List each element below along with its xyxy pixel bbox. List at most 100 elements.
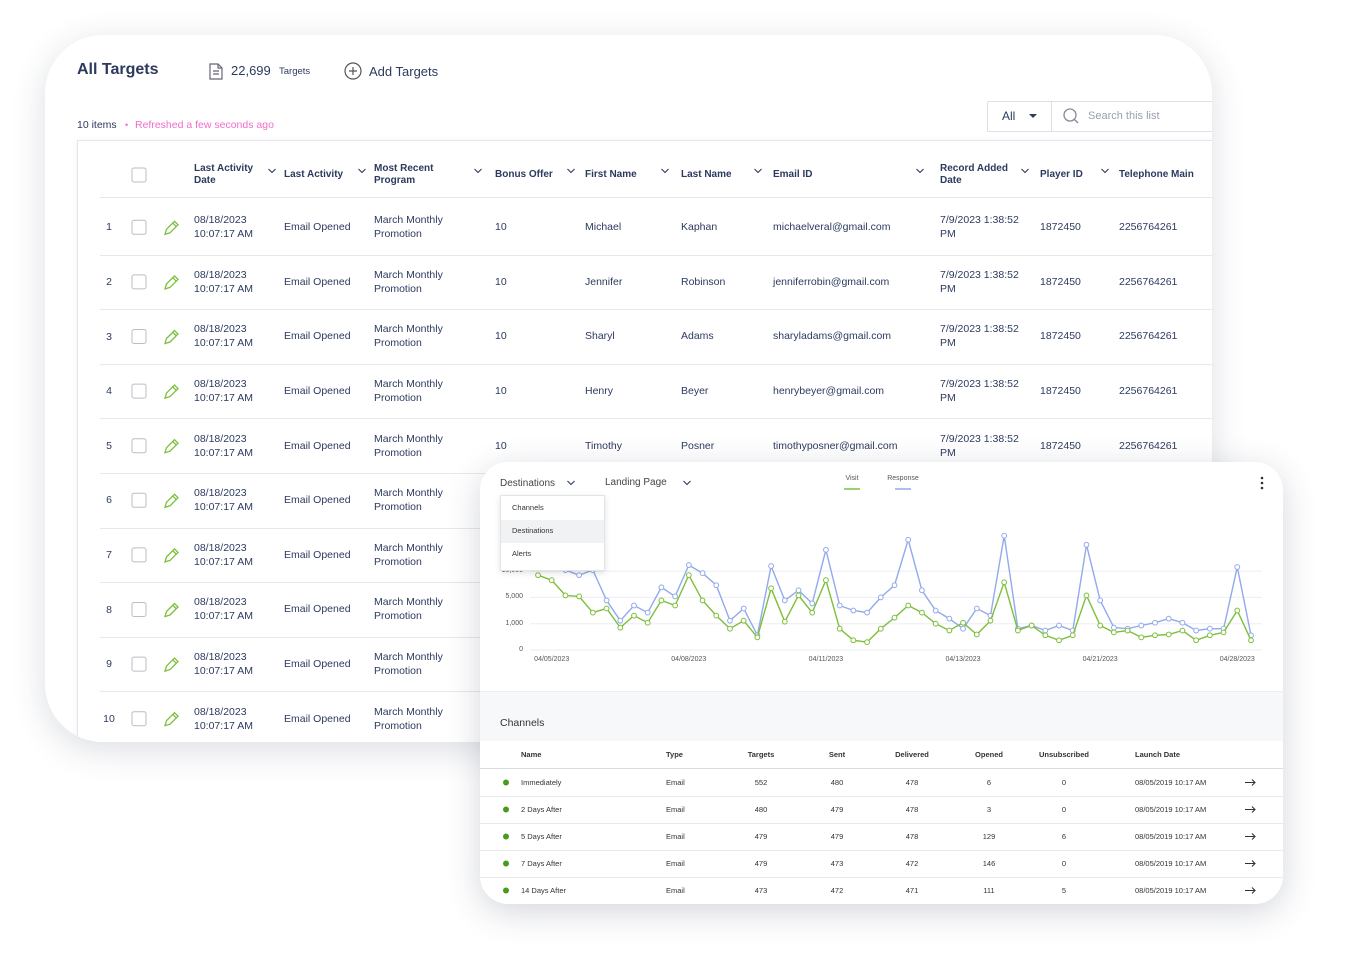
edit-icon[interactable] [164,329,179,345]
table-cell: Posner [681,439,715,452]
data-point [685,572,692,579]
edit-icon[interactable] [164,220,179,236]
channel-cell: Email [666,831,685,841]
data-point [768,563,774,569]
column-header[interactable]: Most Recent Program [374,163,434,186]
menu-item[interactable]: Destinations [512,526,554,535]
table-cell: 10 [495,330,507,343]
row-checkbox[interactable] [131,219,147,235]
data-point [960,625,966,632]
kebab-dot[interactable] [1260,486,1264,490]
row-checkbox[interactable] [131,492,147,508]
column-header[interactable]: Record Added Date [940,163,1008,186]
column-header[interactable]: Last Activity [284,169,344,180]
document-icon [209,63,223,80]
data-point [795,587,802,594]
status-dot [503,833,509,840]
data-point [1042,632,1049,639]
row-checkbox[interactable] [131,711,147,727]
row-arrow[interactable] [1245,887,1256,894]
table-cell: Email Opened [284,603,351,616]
filter-dropdown[interactable] [987,101,1052,132]
kebab-dot[interactable] [1260,481,1264,485]
data-point [973,631,980,638]
data-point [768,585,774,592]
y-tick-label: 0 [519,646,523,653]
table-cell: Adams [681,330,714,343]
column-header[interactable]: Bonus Offer [495,169,553,180]
data-point [1193,627,1200,634]
kebab-dot[interactable] [1260,476,1264,480]
column-header[interactable]: Player ID [1040,169,1083,180]
legend-label: Response [887,475,919,482]
targets-card: All Targets 22,699 Targets Add Targets 10 it… [45,35,1212,742]
edit-icon[interactable] [164,384,179,400]
edit-icon[interactable] [164,493,179,509]
select-all-checkbox[interactable] [131,167,147,183]
data-point [1015,627,1021,634]
row-checkbox[interactable] [131,438,147,454]
row-number: 3 [106,330,112,343]
column-header[interactable]: First Name [585,169,637,180]
analytics-panel-content: Destinations Landing Page Visit Response 0 1,… [480,462,1283,904]
row-arrow[interactable] [1245,833,1256,840]
channel-cell: 08/05/2019 10:17 AM [1135,804,1207,814]
legend-label: Visit [845,475,859,482]
edit-icon[interactable] [164,711,179,727]
data-point [877,625,884,632]
edit-icon[interactable] [164,602,179,618]
table-cell: 10 [495,221,507,234]
data-point [699,597,706,604]
data-point [1001,532,1008,539]
data-point [864,639,870,646]
edit-icon[interactable] [164,274,179,290]
row-arrow[interactable] [1245,806,1256,813]
edit-icon[interactable] [164,657,179,673]
row-checkbox[interactable] [131,329,147,344]
row-arrow[interactable] [1245,779,1256,786]
dropdown[interactable]: Destinations [500,478,556,489]
data-point [1179,627,1186,634]
status-dot [503,779,509,786]
row-checkbox[interactable] [131,547,147,563]
search-box[interactable] [1051,101,1212,132]
table-cell: Email Opened [284,275,351,288]
data-point [727,617,733,624]
row-arrow[interactable] [1245,860,1256,867]
row-checkbox[interactable] [131,656,147,672]
y-tick-label: 5,000 [505,593,523,601]
row-checkbox[interactable] [131,602,147,617]
dropdown[interactable]: Landing Page [605,477,667,488]
header-divider [100,197,1212,198]
menu-item[interactable]: Channels [512,503,544,512]
row-number: 10 [103,712,115,725]
column-header[interactable]: Email ID [773,169,813,180]
data-point [905,536,912,543]
data-point [672,593,679,600]
table-cell: March Monthly Promotion [374,487,443,514]
add-targets-button[interactable]: Add Targets [369,64,439,79]
channel-cell: 473 [754,885,768,895]
table-cell: Henry [585,385,614,398]
edit-icon[interactable] [164,547,179,563]
row-checkbox[interactable] [131,274,147,290]
dropdown-caret [683,480,691,486]
table-cell: michaelveral@gmail.com [773,221,891,234]
menu-item[interactable]: Alerts [512,549,532,558]
channel-cell: 08/05/2019 10:17 AM [1135,777,1207,787]
data-point [699,570,706,576]
data-point [1220,629,1227,636]
analytics-panel: Destinations Landing Page Visit Response 0 1,… [480,462,1283,904]
data-point [932,620,939,627]
column-header[interactable]: Telephone Main [1119,169,1194,180]
column-header[interactable]: Last Name [681,169,732,180]
sort-caret [1101,168,1109,174]
section-title: Channels [500,717,545,729]
table-cell: 2256764261 [1119,221,1178,234]
row-checkbox[interactable] [131,383,147,399]
channel-row-divider [480,850,1283,851]
column-header[interactable]: Last Activity Date [194,163,254,186]
edit-icon[interactable] [164,438,179,454]
table-cell: 7/9/2023 1:38:52 PM [940,432,1019,459]
table-cell: 2256764261 [1119,330,1178,343]
